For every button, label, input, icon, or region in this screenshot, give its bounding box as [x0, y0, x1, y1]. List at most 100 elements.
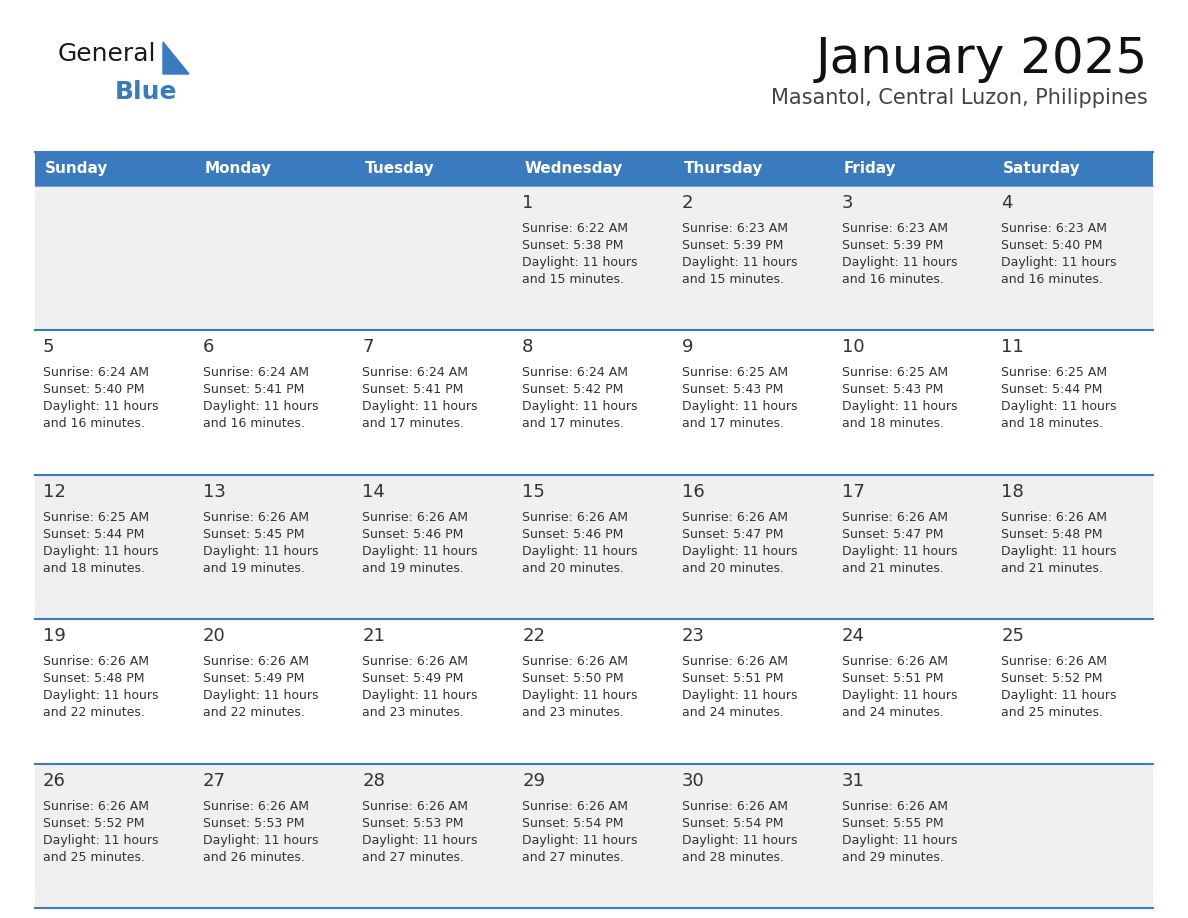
Text: Sunset: 5:48 PM: Sunset: 5:48 PM	[43, 672, 145, 685]
Bar	[674, 330, 834, 475]
Text: 29: 29	[523, 772, 545, 789]
Bar	[993, 186, 1154, 330]
Bar	[514, 152, 674, 186]
Text: Daylight: 11 hours: Daylight: 11 hours	[841, 689, 958, 702]
Text: and 20 minutes.: and 20 minutes.	[682, 562, 784, 575]
Text: and 19 minutes.: and 19 minutes.	[362, 562, 465, 575]
Text: Sunrise: 6:26 AM: Sunrise: 6:26 AM	[203, 655, 309, 668]
Text: Sunset: 5:49 PM: Sunset: 5:49 PM	[203, 672, 304, 685]
Text: Daylight: 11 hours: Daylight: 11 hours	[523, 400, 638, 413]
Text: and 18 minutes.: and 18 minutes.	[841, 418, 943, 431]
Text: Daylight: 11 hours: Daylight: 11 hours	[682, 544, 797, 558]
Text: and 18 minutes.: and 18 minutes.	[43, 562, 145, 575]
Bar	[514, 620, 674, 764]
Text: and 17 minutes.: and 17 minutes.	[523, 418, 624, 431]
Text: Daylight: 11 hours: Daylight: 11 hours	[682, 689, 797, 702]
Text: Daylight: 11 hours: Daylight: 11 hours	[682, 400, 797, 413]
Text: Sunrise: 6:26 AM: Sunrise: 6:26 AM	[43, 655, 148, 668]
Text: Sunset: 5:39 PM: Sunset: 5:39 PM	[841, 239, 943, 252]
Text: Sunrise: 6:26 AM: Sunrise: 6:26 AM	[523, 800, 628, 812]
Text: Sunrise: 6:26 AM: Sunrise: 6:26 AM	[841, 655, 948, 668]
Text: Daylight: 11 hours: Daylight: 11 hours	[523, 544, 638, 558]
Text: Daylight: 11 hours: Daylight: 11 hours	[43, 689, 158, 702]
Text: Daylight: 11 hours: Daylight: 11 hours	[1001, 400, 1117, 413]
Text: and 16 minutes.: and 16 minutes.	[203, 418, 304, 431]
Text: Sunrise: 6:23 AM: Sunrise: 6:23 AM	[682, 222, 788, 235]
Text: 21: 21	[362, 627, 385, 645]
Text: Sunset: 5:53 PM: Sunset: 5:53 PM	[362, 817, 465, 830]
Text: Daylight: 11 hours: Daylight: 11 hours	[43, 544, 158, 558]
Text: Daylight: 11 hours: Daylight: 11 hours	[682, 256, 797, 269]
Text: and 26 minutes.: and 26 minutes.	[203, 851, 304, 864]
Text: Sunset: 5:52 PM: Sunset: 5:52 PM	[43, 817, 145, 830]
Bar	[354, 330, 514, 475]
Bar	[834, 764, 993, 908]
Bar	[834, 620, 993, 764]
Bar	[514, 330, 674, 475]
Bar	[834, 186, 993, 330]
Text: Sunrise: 6:26 AM: Sunrise: 6:26 AM	[682, 655, 788, 668]
Bar	[354, 186, 514, 330]
Text: 23: 23	[682, 627, 704, 645]
Text: Sunset: 5:47 PM: Sunset: 5:47 PM	[682, 528, 783, 541]
Text: 26: 26	[43, 772, 65, 789]
Text: 14: 14	[362, 483, 385, 501]
Text: 3: 3	[841, 194, 853, 212]
Text: Sunrise: 6:26 AM: Sunrise: 6:26 AM	[523, 655, 628, 668]
Text: 4: 4	[1001, 194, 1013, 212]
Text: 30: 30	[682, 772, 704, 789]
Text: and 23 minutes.: and 23 minutes.	[362, 706, 465, 719]
Text: Daylight: 11 hours: Daylight: 11 hours	[43, 400, 158, 413]
Text: Sunset: 5:50 PM: Sunset: 5:50 PM	[523, 672, 624, 685]
Text: Sunrise: 6:24 AM: Sunrise: 6:24 AM	[203, 366, 309, 379]
Text: Daylight: 11 hours: Daylight: 11 hours	[203, 544, 318, 558]
Text: and 27 minutes.: and 27 minutes.	[362, 851, 465, 864]
Text: Sunrise: 6:26 AM: Sunrise: 6:26 AM	[1001, 655, 1107, 668]
Text: Sunrise: 6:25 AM: Sunrise: 6:25 AM	[682, 366, 788, 379]
Bar	[834, 152, 993, 186]
Bar	[993, 475, 1154, 620]
Text: Daylight: 11 hours: Daylight: 11 hours	[362, 689, 478, 702]
Text: 25: 25	[1001, 627, 1024, 645]
Text: and 17 minutes.: and 17 minutes.	[362, 418, 465, 431]
Bar	[354, 764, 514, 908]
Text: Sunset: 5:39 PM: Sunset: 5:39 PM	[682, 239, 783, 252]
Bar	[993, 330, 1154, 475]
Text: 16: 16	[682, 483, 704, 501]
Text: Sunset: 5:40 PM: Sunset: 5:40 PM	[43, 384, 145, 397]
Text: 13: 13	[203, 483, 226, 501]
Bar	[674, 186, 834, 330]
Text: Blue: Blue	[115, 80, 177, 104]
Text: Daylight: 11 hours: Daylight: 11 hours	[1001, 689, 1117, 702]
Bar	[34, 764, 195, 908]
Text: 19: 19	[43, 627, 65, 645]
Text: Sunrise: 6:26 AM: Sunrise: 6:26 AM	[43, 800, 148, 812]
Bar	[34, 475, 195, 620]
Bar	[195, 475, 354, 620]
Text: Sunrise: 6:25 AM: Sunrise: 6:25 AM	[841, 366, 948, 379]
Bar	[834, 475, 993, 620]
Bar	[34, 152, 195, 186]
Text: Daylight: 11 hours: Daylight: 11 hours	[523, 834, 638, 846]
Text: Tuesday: Tuesday	[365, 162, 434, 176]
Text: Sunset: 5:41 PM: Sunset: 5:41 PM	[203, 384, 304, 397]
Text: Sunset: 5:53 PM: Sunset: 5:53 PM	[203, 817, 304, 830]
Bar	[674, 475, 834, 620]
Text: and 29 minutes.: and 29 minutes.	[841, 851, 943, 864]
Text: Daylight: 11 hours: Daylight: 11 hours	[362, 834, 478, 846]
Text: 10: 10	[841, 339, 864, 356]
Text: Sunset: 5:48 PM: Sunset: 5:48 PM	[1001, 528, 1102, 541]
Text: and 21 minutes.: and 21 minutes.	[1001, 562, 1104, 575]
Text: Friday: Friday	[843, 162, 896, 176]
Text: Sunday: Sunday	[45, 162, 108, 176]
Text: Sunrise: 6:23 AM: Sunrise: 6:23 AM	[1001, 222, 1107, 235]
Text: and 25 minutes.: and 25 minutes.	[43, 851, 145, 864]
Text: and 23 minutes.: and 23 minutes.	[523, 706, 624, 719]
Text: 28: 28	[362, 772, 385, 789]
Bar	[514, 764, 674, 908]
Text: and 16 minutes.: and 16 minutes.	[841, 273, 943, 286]
Text: Sunrise: 6:24 AM: Sunrise: 6:24 AM	[43, 366, 148, 379]
Text: Sunset: 5:44 PM: Sunset: 5:44 PM	[43, 528, 145, 541]
Bar	[195, 152, 354, 186]
Bar	[34, 186, 195, 330]
